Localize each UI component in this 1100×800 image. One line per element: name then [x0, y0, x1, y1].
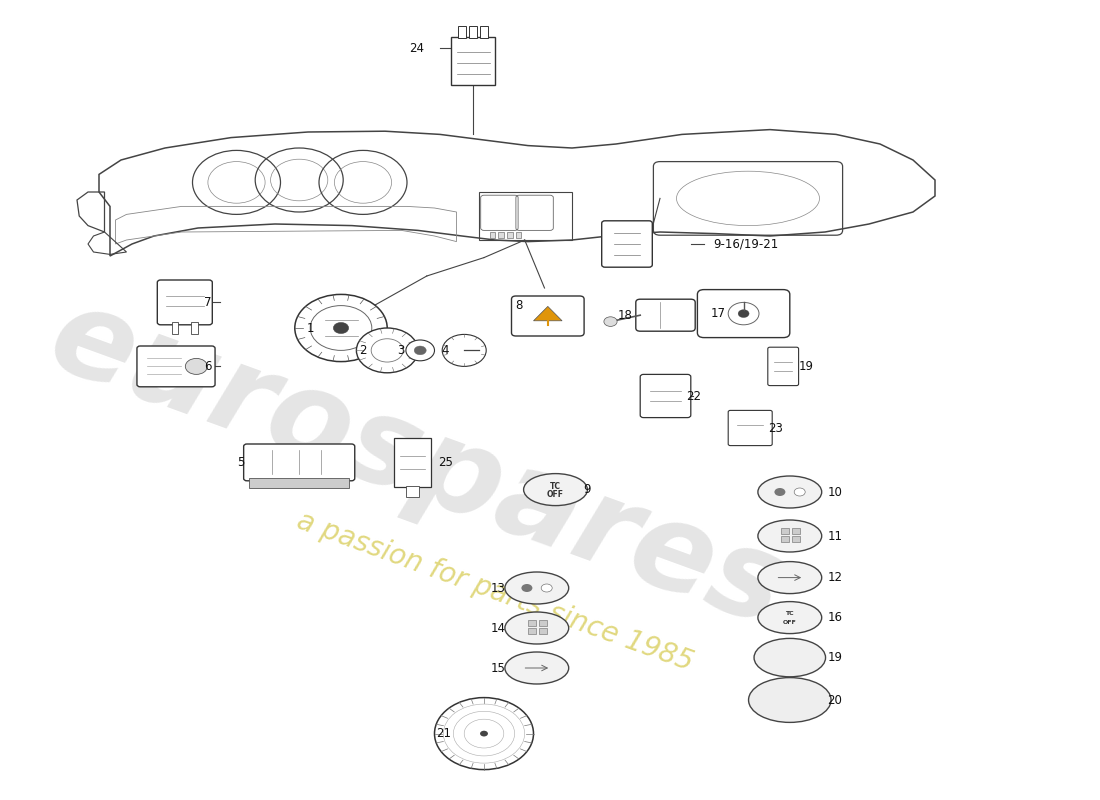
Circle shape: [738, 310, 749, 318]
Text: a passion for parts since 1985: a passion for parts since 1985: [293, 507, 697, 677]
Circle shape: [406, 340, 434, 361]
Text: 22: 22: [686, 390, 702, 402]
Ellipse shape: [748, 678, 832, 722]
Bar: [458, 26, 466, 38]
Text: 12: 12: [827, 571, 843, 584]
Circle shape: [480, 730, 488, 737]
Text: 14: 14: [491, 622, 506, 634]
Bar: [507, 232, 513, 238]
Text: 3: 3: [397, 344, 405, 357]
FancyBboxPatch shape: [394, 438, 431, 487]
FancyBboxPatch shape: [512, 296, 584, 336]
Circle shape: [356, 328, 418, 373]
FancyBboxPatch shape: [640, 374, 691, 418]
Circle shape: [333, 322, 349, 334]
Ellipse shape: [524, 474, 587, 506]
FancyBboxPatch shape: [728, 410, 772, 446]
Text: 23: 23: [768, 422, 783, 434]
FancyBboxPatch shape: [768, 347, 799, 386]
Bar: [490, 232, 495, 238]
Text: 20: 20: [827, 694, 843, 706]
Circle shape: [774, 488, 785, 496]
Text: 17: 17: [711, 307, 726, 320]
Text: 5: 5: [236, 456, 244, 469]
Ellipse shape: [758, 520, 822, 552]
Circle shape: [541, 584, 552, 592]
Text: TC: TC: [785, 611, 794, 616]
Text: 9: 9: [583, 483, 591, 496]
Text: OFF: OFF: [547, 490, 564, 499]
Bar: [781, 536, 789, 542]
Text: 18: 18: [617, 309, 632, 322]
Text: 6: 6: [204, 360, 211, 373]
Circle shape: [442, 334, 486, 366]
Bar: [781, 528, 789, 534]
Text: 11: 11: [827, 530, 843, 542]
Ellipse shape: [758, 562, 822, 594]
Text: 24: 24: [409, 42, 425, 54]
Polygon shape: [534, 306, 562, 321]
Bar: [528, 620, 536, 626]
Ellipse shape: [758, 476, 822, 508]
Circle shape: [415, 346, 426, 354]
Bar: [539, 620, 547, 626]
FancyBboxPatch shape: [244, 444, 354, 481]
FancyBboxPatch shape: [697, 290, 790, 338]
Text: 15: 15: [491, 662, 506, 674]
Circle shape: [521, 584, 532, 592]
Text: 4: 4: [441, 344, 449, 357]
Text: 1: 1: [307, 322, 315, 334]
Bar: [516, 232, 521, 238]
Bar: [406, 486, 419, 497]
Circle shape: [604, 317, 617, 326]
FancyBboxPatch shape: [136, 346, 216, 386]
Text: OFF: OFF: [783, 620, 796, 625]
Ellipse shape: [505, 652, 569, 684]
FancyBboxPatch shape: [451, 37, 495, 85]
FancyBboxPatch shape: [157, 280, 212, 325]
Bar: [528, 628, 536, 634]
Text: eurospares: eurospares: [35, 277, 801, 651]
Text: 7: 7: [204, 296, 211, 309]
Bar: [539, 628, 547, 634]
FancyBboxPatch shape: [636, 299, 695, 331]
Text: 10: 10: [827, 486, 843, 498]
Circle shape: [434, 698, 534, 770]
Text: 19: 19: [799, 360, 814, 373]
Ellipse shape: [758, 602, 822, 634]
Text: 2: 2: [359, 344, 366, 357]
Text: 21: 21: [436, 727, 451, 740]
Text: 25: 25: [438, 456, 453, 469]
Text: 13: 13: [491, 582, 506, 594]
Bar: [498, 232, 504, 238]
FancyBboxPatch shape: [602, 221, 652, 267]
Circle shape: [295, 294, 387, 362]
Bar: [191, 322, 198, 334]
Bar: [792, 536, 800, 542]
Text: TC: TC: [550, 482, 561, 491]
Bar: [172, 322, 178, 334]
Text: 9-16/19-21: 9-16/19-21: [713, 238, 778, 250]
Bar: [250, 478, 350, 488]
Ellipse shape: [505, 572, 569, 604]
Bar: [469, 26, 477, 38]
Text: 16: 16: [827, 611, 843, 624]
Bar: [480, 26, 488, 38]
Text: 19: 19: [827, 651, 843, 664]
Circle shape: [185, 358, 207, 374]
Ellipse shape: [505, 612, 569, 644]
Circle shape: [794, 488, 805, 496]
Ellipse shape: [755, 638, 825, 677]
Bar: [792, 528, 800, 534]
Text: 8: 8: [515, 299, 522, 312]
